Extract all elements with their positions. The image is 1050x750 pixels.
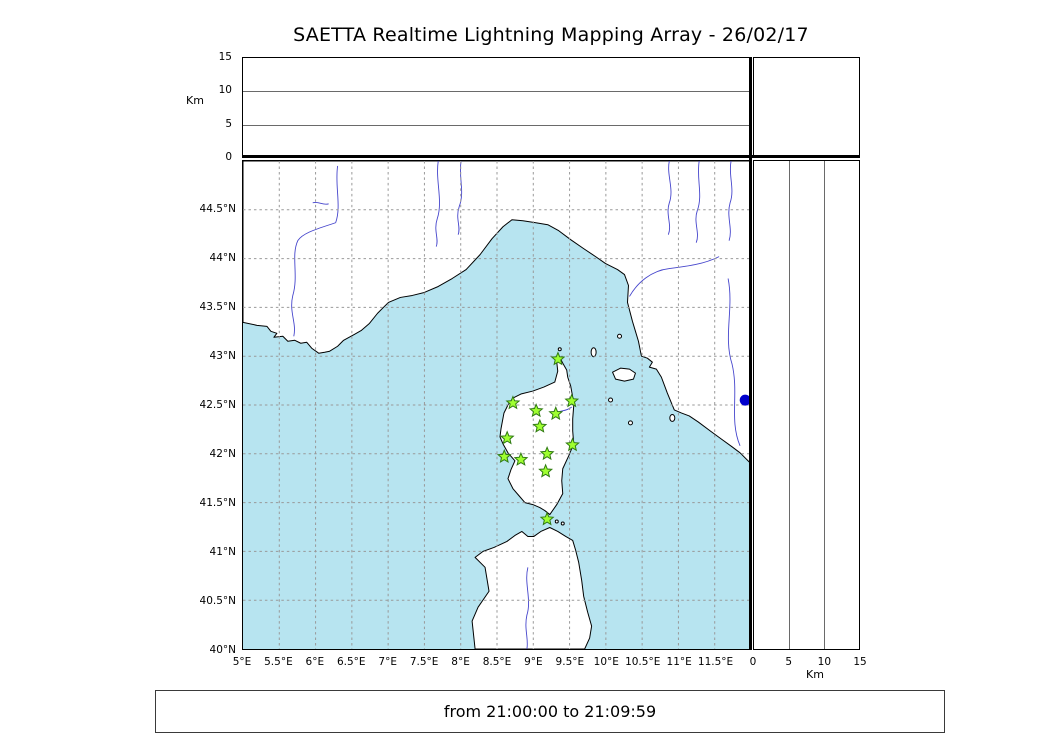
island-giraglia — [557, 347, 562, 352]
altitude-gridline — [788, 161, 790, 649]
altitude-tick-label: 15 — [218, 51, 232, 63]
time-range-text: from 21:00:00 to 21:09:59 — [443, 702, 657, 721]
station-marker — [564, 393, 580, 408]
station-marker — [505, 395, 521, 410]
station-marker — [539, 446, 555, 461]
island-capraia — [590, 347, 597, 358]
lat-tick-label: 41°N — [209, 546, 236, 558]
station-marker — [539, 511, 555, 526]
altitude-vs-latitude-panel — [753, 160, 860, 650]
panel-divider-horizontal — [242, 155, 860, 158]
lon-tick-label: 8°E — [451, 656, 470, 668]
lat-tick-label: 44.5°N — [199, 203, 236, 215]
river — [457, 161, 463, 235]
altitude-vs-longitude-panel — [242, 57, 752, 157]
station-marker — [548, 405, 564, 421]
island-gorgona — [617, 333, 623, 339]
station-marker — [513, 451, 529, 466]
page-title: SAETTA Realtime Lightning Mapping Array … — [293, 24, 809, 46]
station-marker — [550, 351, 566, 366]
map-panel — [242, 160, 752, 650]
lon-tick-label: 7°E — [378, 656, 397, 668]
lon-tick-label: 11°E — [666, 656, 692, 668]
markers-layer — [496, 351, 751, 526]
map-svg — [243, 161, 751, 649]
panel-divider-vertical — [749, 57, 752, 650]
lat-tick-label: 40.5°N — [199, 595, 236, 607]
station-marker — [496, 448, 512, 463]
lon-tick-label: 6°E — [305, 656, 325, 668]
river — [335, 165, 339, 223]
lon-tick-label: 9.5°E — [555, 656, 585, 668]
altitude-tick-label: 5 — [225, 117, 232, 130]
altitude-tick-label: 10 — [218, 84, 232, 97]
altitude-tick-label: 0 — [749, 656, 757, 668]
lat-tick-label: 43.5°N — [199, 301, 236, 313]
altitude-tick-label: 10 — [817, 656, 832, 668]
lat-tick-label: 42°N — [209, 448, 236, 460]
altitude-tick-label: 5 — [785, 656, 792, 668]
time-range-box: from 21:00:00 to 21:09:59 — [155, 690, 945, 733]
altitude-gridline — [243, 91, 751, 93]
rivers-layer — [291, 161, 741, 649]
altitude-gridline — [823, 161, 825, 649]
lon-tick-label: 10°E — [593, 656, 619, 668]
river — [312, 201, 329, 205]
island-giglio — [669, 413, 676, 422]
graticule-layer — [243, 161, 751, 649]
lon-tick-label: 5.5°E — [264, 656, 293, 668]
altitude-tick-label: 15 — [853, 656, 867, 668]
station-marker — [528, 403, 544, 418]
detected-source-dot — [739, 394, 751, 406]
river — [727, 278, 741, 447]
lon-tick-label: 9°E — [524, 656, 543, 668]
altitude-tick-label: 0 — [225, 151, 232, 163]
lon-tick-label: 6.5°E — [336, 656, 366, 668]
lat-tick-label: 44°N — [209, 252, 236, 264]
river — [728, 161, 733, 241]
river — [291, 222, 336, 337]
lat-tick-label: 43°N — [209, 350, 236, 362]
lon-tick-label: 5°E — [232, 656, 252, 668]
lat-tick-label: 40°N — [209, 644, 236, 656]
lat-tick-label: 42.5°N — [199, 399, 236, 411]
river — [435, 161, 440, 247]
island-montecristo — [627, 420, 633, 426]
island-elba — [612, 367, 636, 382]
station-marker — [499, 430, 515, 445]
lon-tick-label: 10.5°E — [625, 656, 661, 668]
altitude-unit-label-bottom: Km — [806, 668, 824, 681]
coastline-sardinia — [471, 527, 593, 649]
station-marker — [538, 463, 554, 478]
altitude-gridline — [243, 124, 751, 126]
corner-panel — [753, 57, 860, 157]
river — [629, 256, 720, 297]
island-pianosa — [608, 397, 614, 403]
altitude-unit-label-top: Km — [186, 94, 204, 107]
river — [695, 161, 701, 243]
river — [667, 161, 672, 235]
station-marker — [565, 437, 580, 452]
lon-tick-label: 8.5°E — [482, 656, 512, 668]
lon-tick-label: 11.5°E — [697, 656, 734, 668]
coastline-mainland — [243, 161, 751, 465]
lat-tick-label: 41.5°N — [199, 497, 236, 509]
island-maddalena — [554, 519, 559, 524]
island-maddalena-2 — [560, 521, 565, 526]
station-marker — [532, 418, 548, 433]
lon-tick-label: 7.5°E — [409, 656, 439, 668]
river — [525, 567, 530, 649]
